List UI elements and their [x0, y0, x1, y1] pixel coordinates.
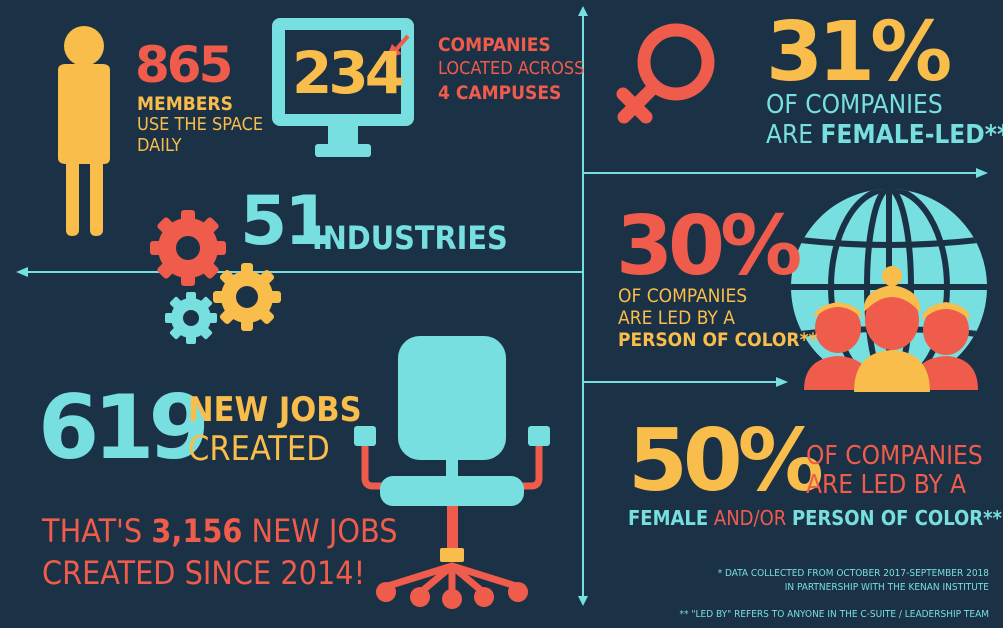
both-led-line2: ARE LED BY A [806, 470, 967, 500]
female-led-bold: FEMALE-LED** [820, 120, 1003, 150]
poc-led-line2: ARE LED BY A [618, 307, 735, 329]
since2014-line1: THAT'S 3,156 NEW JOBS [42, 512, 398, 550]
industries-label: INDUSTRIES [312, 219, 508, 257]
female-symbol-icon [616, 23, 715, 124]
industries-number: 51 [240, 182, 332, 261]
footnote-2: ** "LED BY" REFERS TO ANYONE IN THE C-SU… [679, 609, 989, 620]
members-desc-line: DAILY [137, 135, 182, 156]
monitor-icon [272, 18, 414, 157]
both-led-andor: AND/OR [708, 506, 792, 530]
members-number: 865 [135, 36, 233, 94]
poc-led-percent: 30% [616, 199, 802, 294]
footnote-1-line1: * DATA COLLECTED FROM OCTOBER 2017-SEPTE… [717, 568, 989, 579]
jobs-label-line2: CREATED [188, 429, 330, 469]
both-led-percent: 50% [628, 411, 824, 511]
footnote-1-line2: IN PARTNERSHIP WITH THE KENAN INSTITUTE [784, 582, 989, 593]
female-led-percent: 31% [766, 5, 952, 100]
divider-lines [16, 6, 988, 606]
globe-people-icon [791, 189, 987, 392]
female-led-pre: ARE [766, 120, 821, 150]
members-desc-line: USE THE SPACE [137, 114, 264, 135]
gears-icon [150, 210, 281, 344]
both-led-female: FEMALE [628, 506, 709, 530]
since2014-number: 3,156 [151, 512, 243, 550]
both-led-line3: FEMALE AND/OR PERSON OF COLOR** [628, 508, 1002, 529]
members-label: MEMBERS [137, 93, 233, 115]
person-center [854, 266, 930, 392]
person-icon [58, 26, 110, 236]
poc-led-line1: OF COMPANIES [618, 285, 748, 307]
jobs-number: 619 [38, 376, 210, 479]
both-led-line1: OF COMPANIES [806, 441, 983, 471]
since2014-line2: CREATED SINCE 2014! [42, 554, 366, 592]
companies-desc-line: LOCATED ACROSS [438, 58, 585, 79]
since2014-post: NEW JOBS [242, 512, 398, 550]
jobs-label: NEW JOBS [188, 390, 362, 430]
female-led-line1: OF COMPANIES [766, 90, 943, 120]
poc-led-line3: PERSON OF COLOR** [618, 329, 818, 351]
companies-label: COMPANIES [438, 34, 551, 56]
since2014-pre: THAT'S [42, 512, 152, 550]
female-led-line2: ARE FEMALE-LED** [766, 120, 1003, 150]
office-chair-icon [354, 336, 550, 609]
companies-number: 234 [292, 39, 405, 107]
campuses-line: 4 CAMPUSES [438, 82, 562, 104]
both-led-poc: PERSON OF COLOR** [791, 506, 1002, 530]
